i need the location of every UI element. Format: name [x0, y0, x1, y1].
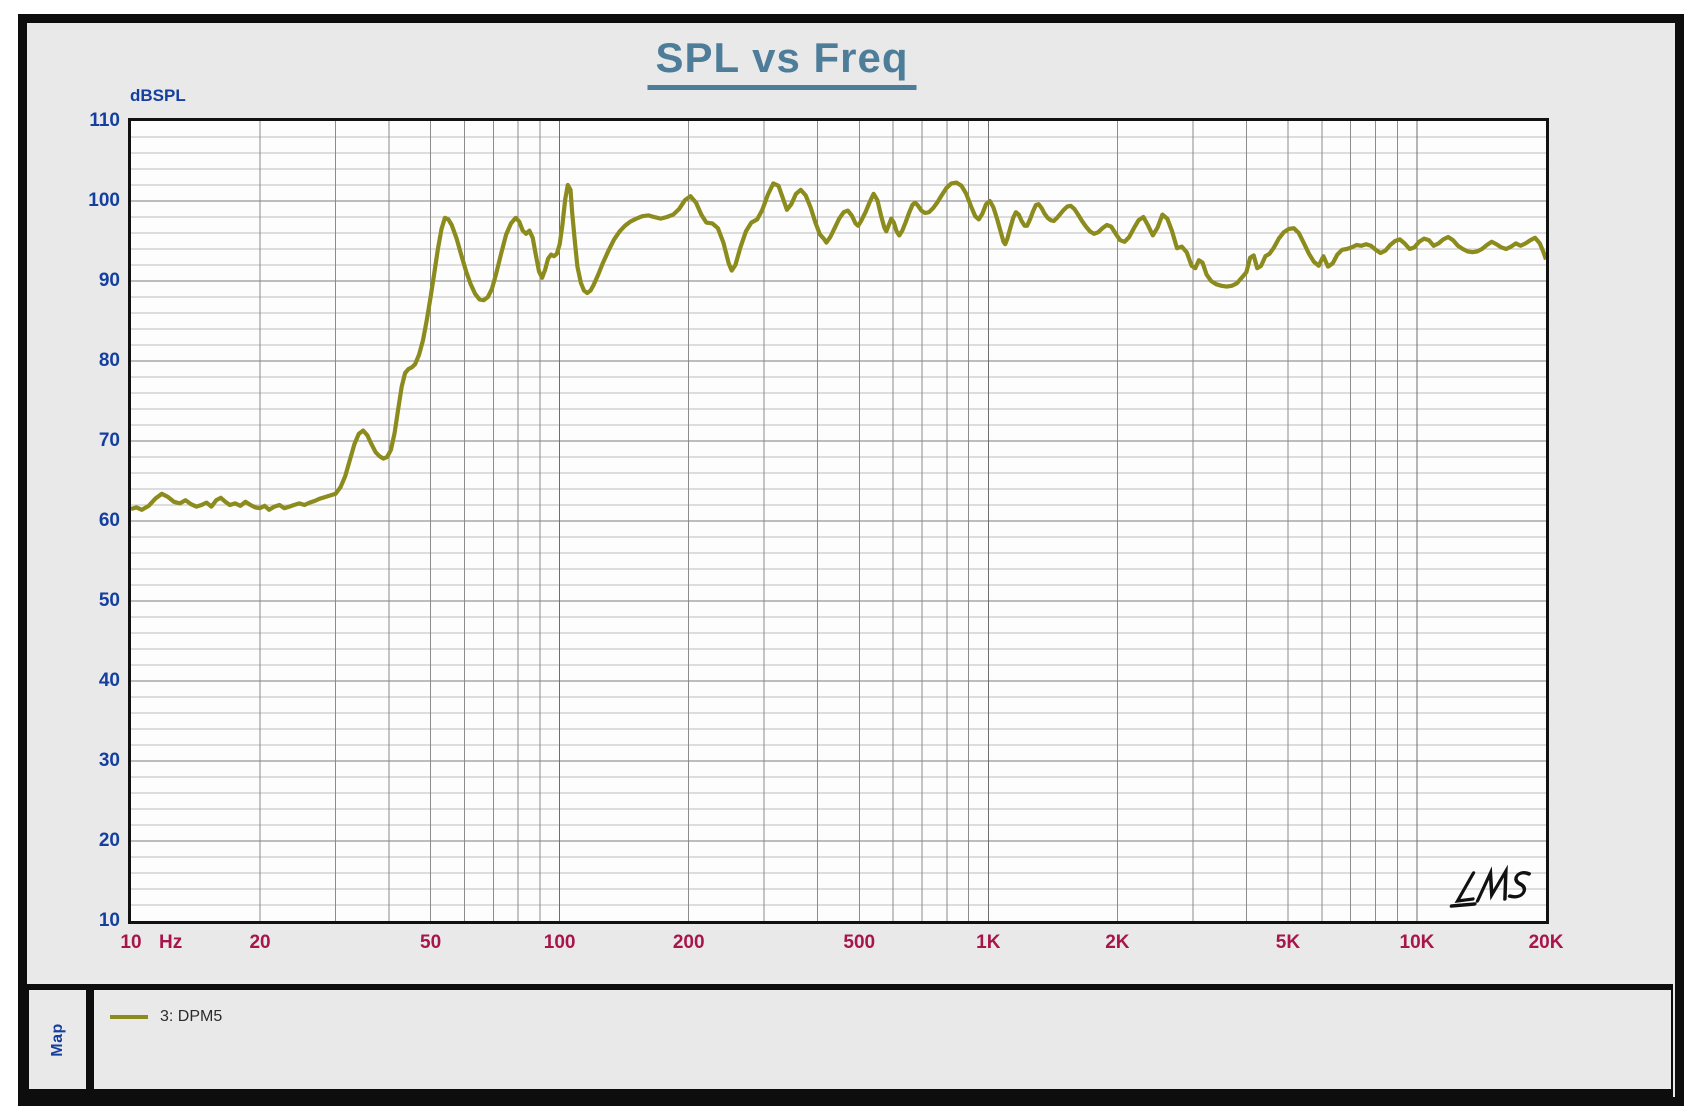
y-tick-label: 80	[98, 350, 120, 371]
y-tick-label: 90	[98, 270, 120, 291]
y-tick-label: 70	[98, 430, 120, 451]
x-tick-label: 100	[543, 932, 576, 953]
plot-area	[128, 118, 1549, 924]
legend-area: 3: DPM5	[94, 990, 1671, 1089]
y-tick-label: 40	[98, 670, 120, 691]
spl-curve	[131, 180, 1546, 512]
chart-title: SPL vs Freq	[647, 34, 917, 90]
x-tick-label: 1K	[976, 932, 1001, 953]
spl-vs-freq-chart	[131, 121, 1546, 921]
y-tick-label: 60	[98, 510, 120, 531]
x-axis-unit-label: Hz	[159, 932, 183, 953]
x-tick-label: 200	[672, 932, 705, 953]
y-tick-label: 10	[98, 910, 120, 931]
y-tick-label: 50	[98, 590, 120, 611]
x-tick-label: 5K	[1275, 932, 1301, 953]
lms-logo	[1449, 864, 1531, 908]
x-tick-label: 500	[843, 932, 876, 953]
y-tick-label: 30	[98, 750, 120, 771]
x-tick-label: 20	[249, 932, 271, 953]
map-tab: Map	[29, 990, 86, 1089]
legend-entry[interactable]: 3: DPM5	[110, 1008, 310, 1026]
y-tick-label: 20	[98, 830, 120, 851]
legend-panel: Map 3: DPM5	[27, 984, 1673, 1097]
y-tick-label: 100	[88, 190, 120, 211]
legend-swatch	[110, 1015, 148, 1019]
y-axis-unit-label: dBSPL	[130, 86, 186, 105]
legend-label: 3: DPM5	[160, 1008, 223, 1025]
x-tick-label: 2K	[1105, 932, 1130, 953]
map-label: Map	[48, 1022, 66, 1057]
x-tick-label: 10K	[1399, 932, 1435, 953]
x-tick-label: 20K	[1528, 932, 1564, 953]
x-tick-label: 50	[420, 932, 442, 953]
y-tick-label: 110	[89, 110, 120, 131]
x-tick-label: 10	[120, 932, 142, 953]
